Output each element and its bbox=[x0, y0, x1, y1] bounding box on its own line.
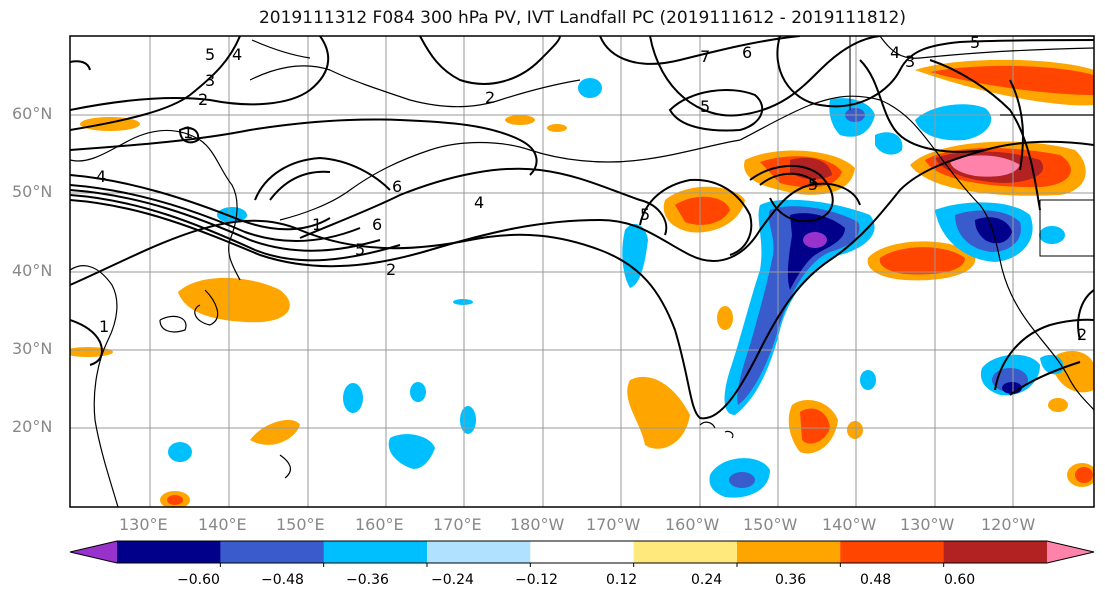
lat-label: 50°N bbox=[12, 182, 53, 201]
map-title: 2019111312 F084 300 hPa PV, IVT Landfall… bbox=[258, 8, 906, 28]
lon-label: 140°E bbox=[198, 515, 247, 534]
pv-label: 5 bbox=[640, 205, 650, 224]
lat-label: 30°N bbox=[12, 339, 53, 358]
pv-label: 2 bbox=[386, 260, 396, 279]
colorbar-tick-label: 0.48 bbox=[860, 572, 892, 588]
lon-label: 160°W bbox=[665, 515, 720, 534]
pv-label: 2 bbox=[198, 90, 208, 109]
lon-label: 150°W bbox=[743, 515, 798, 534]
pv-label: 4 bbox=[232, 45, 242, 64]
pv-label: 4 bbox=[96, 167, 106, 186]
lon-label: 120°W bbox=[981, 515, 1036, 534]
lon-label: 170°E bbox=[433, 515, 482, 534]
colorbar-tick-label: −0.12 bbox=[515, 572, 558, 588]
colorbar-segment bbox=[633, 541, 738, 563]
colorbar-segment bbox=[737, 541, 841, 563]
colorbar-segment bbox=[427, 541, 531, 563]
colorbar-tick-label: 0.24 bbox=[691, 572, 723, 588]
colorbar-tick-label: −0.48 bbox=[261, 572, 304, 588]
ivt-positive-shading bbox=[70, 59, 1094, 507]
pv-label: 2 bbox=[1077, 325, 1087, 344]
pv-label: 5 bbox=[808, 175, 818, 194]
pv-contours bbox=[70, 36, 1094, 420]
pv-label: 5 bbox=[700, 97, 710, 116]
colorbar-tick-marks bbox=[219, 563, 945, 567]
colorbar-tick-label: 0.60 bbox=[944, 572, 976, 588]
colorbar-tick-label: 0.36 bbox=[775, 572, 807, 588]
coastlines bbox=[70, 36, 1094, 507]
lon-label: 140°W bbox=[822, 515, 877, 534]
colorbar-segments bbox=[117, 541, 1048, 563]
colorbar-segment bbox=[220, 541, 325, 563]
pv-label: 1 bbox=[99, 317, 109, 336]
colorbar-tick-label: −0.60 bbox=[177, 572, 220, 588]
pv-label: 6 bbox=[392, 177, 402, 196]
pv-contour-labels: 1 1 1 2 2 2 2 3 3 4 4 4 4 5 5 5 5 5 5 6 … bbox=[96, 33, 1087, 344]
lat-label: 20°N bbox=[12, 417, 53, 436]
pv-label: 7 bbox=[700, 47, 710, 66]
pv-label: 5 bbox=[355, 240, 365, 259]
map-border bbox=[69, 35, 1095, 508]
colorbar-segment bbox=[530, 541, 635, 563]
lat-label: 60°N bbox=[12, 104, 53, 123]
colorbar bbox=[69, 540, 1095, 567]
lon-label: 130°E bbox=[119, 515, 168, 534]
pv-label: 1 bbox=[312, 215, 322, 234]
lon-label: 150°E bbox=[276, 515, 325, 534]
colorbar-segment bbox=[840, 541, 945, 563]
lon-label: 160°E bbox=[355, 515, 404, 534]
pv-label: 4 bbox=[890, 43, 900, 62]
lat-label: 40°N bbox=[12, 261, 53, 280]
pv-label: 1 bbox=[183, 123, 193, 142]
pv-label: 3 bbox=[205, 71, 215, 90]
colorbar-tick-label: −0.24 bbox=[431, 572, 474, 588]
graticule bbox=[70, 36, 1094, 507]
colorbar-tick-label: −0.36 bbox=[346, 572, 389, 588]
colorbar-outline bbox=[69, 540, 1095, 564]
colorbar-segment bbox=[117, 541, 221, 563]
colorbar-segment bbox=[943, 541, 1048, 563]
pv-label: 6 bbox=[372, 215, 382, 234]
colorbar-segment bbox=[323, 541, 428, 563]
colorbar-extend-low bbox=[70, 541, 117, 563]
colorbar-extend-high bbox=[1047, 541, 1094, 563]
lon-label: 180°W bbox=[510, 515, 565, 534]
lon-label: 170°W bbox=[586, 515, 641, 534]
lon-label: 130°W bbox=[900, 515, 955, 534]
colorbar-tick-label: 0.12 bbox=[606, 572, 638, 588]
pv-label: 4 bbox=[474, 193, 484, 212]
pv-label: 3 bbox=[905, 52, 915, 71]
pv-label: 5 bbox=[205, 45, 215, 64]
pv-label: 5 bbox=[970, 33, 980, 52]
pv-label: 2 bbox=[485, 88, 495, 107]
pv-label: 6 bbox=[742, 43, 752, 62]
